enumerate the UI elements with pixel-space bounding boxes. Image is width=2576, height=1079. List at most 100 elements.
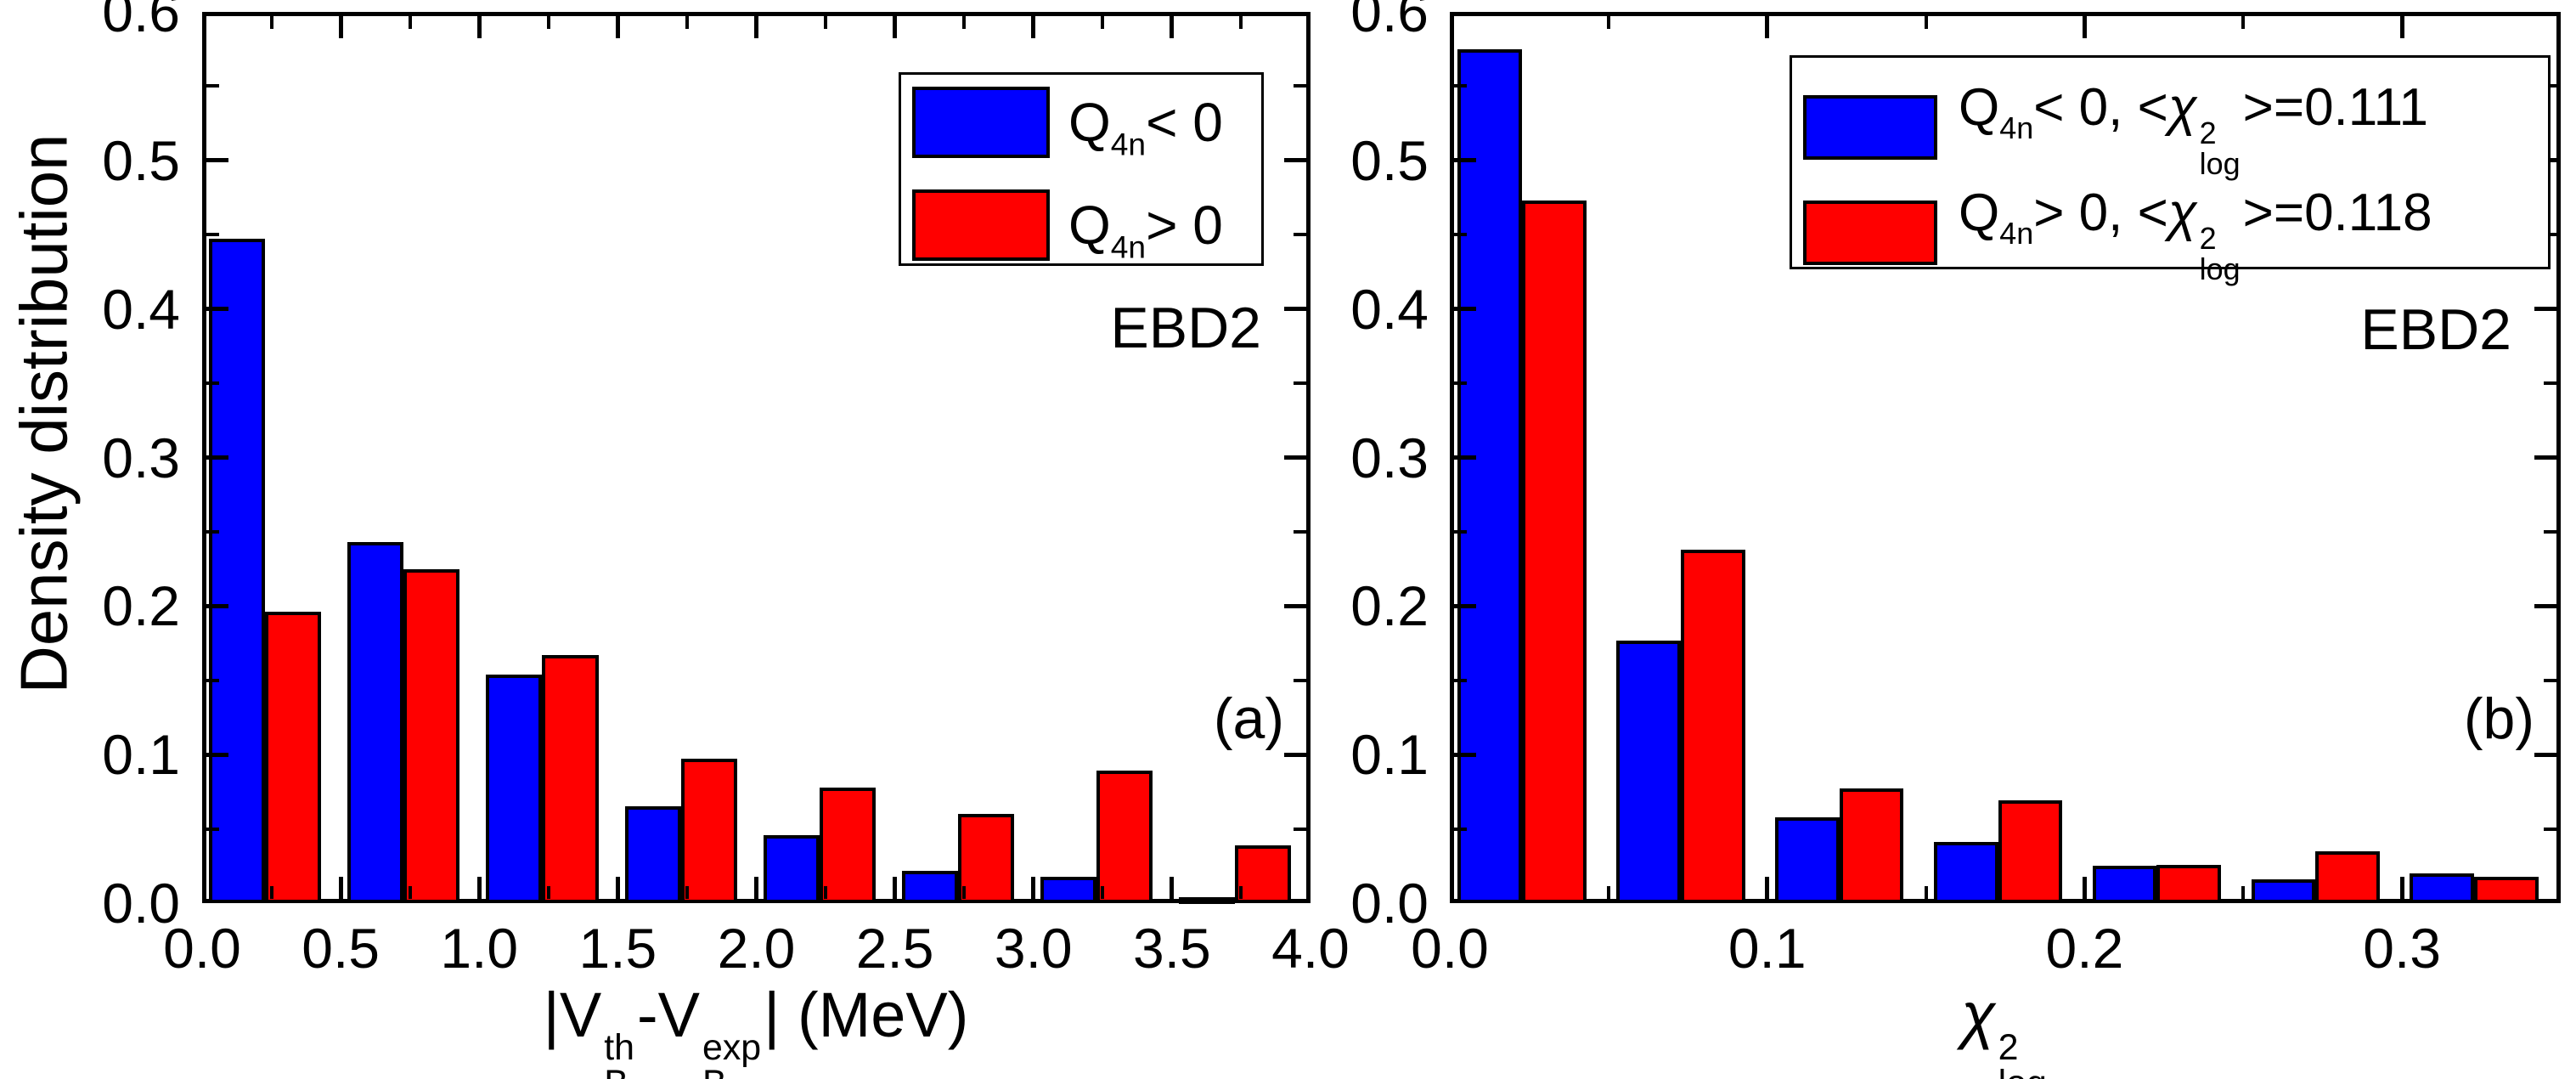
legend-label: Q4n< 0, <χ 2 log >=0.111 <box>1959 78 2429 181</box>
legend-item: Q4n> 0, <χ 2 log >=0.118 <box>1803 183 2432 284</box>
tick-mark <box>1294 827 1306 831</box>
tick-mark <box>1454 603 1476 608</box>
tick-mark <box>962 886 967 899</box>
tick-mark <box>1239 886 1243 899</box>
tick-mark <box>1924 886 1928 899</box>
annotation-ebd2-a: EBD2 <box>1110 296 1261 360</box>
bar-blue <box>2251 879 2316 903</box>
tick-mark <box>1101 16 1105 29</box>
legend-swatch-blue <box>1803 95 1937 161</box>
tick-mark <box>206 529 219 534</box>
x-tick-label: 0.3 <box>2363 917 2442 980</box>
tick-mark <box>615 877 620 899</box>
y-tick-label: 0.3 <box>102 426 180 489</box>
x-tick-label: 0.5 <box>302 917 380 980</box>
bar-red <box>265 612 322 903</box>
tick-mark <box>1454 752 1476 757</box>
legend: Q4n< 0, <χ 2 log >=0.111 Q4n> 0, <χ 2 log >=0.1… <box>1790 55 2551 284</box>
tick-mark <box>2241 886 2246 899</box>
bar-blue <box>901 870 958 903</box>
tick-mark <box>1294 381 1306 386</box>
bar-red <box>2474 876 2539 903</box>
plot-frame <box>202 12 1311 903</box>
y-tick-label: 0.0 <box>1350 872 1429 935</box>
legend-swatch-red <box>1803 201 1937 266</box>
tick-mark <box>1454 84 1467 88</box>
bar-red <box>1998 800 2063 903</box>
bar-red <box>1680 549 1745 903</box>
bar-red <box>957 814 1014 903</box>
tick-mark <box>1284 158 1306 163</box>
tick-mark <box>1284 455 1306 460</box>
tick-mark <box>1101 886 1105 899</box>
tick-mark <box>206 752 228 757</box>
bar-blue <box>1775 816 1840 903</box>
tick-mark <box>893 877 898 899</box>
tick-mark <box>1294 678 1306 682</box>
tick-mark <box>685 886 689 899</box>
tick-mark <box>893 16 898 38</box>
x-tick-label: 1.0 <box>440 917 519 980</box>
x-tick-label: 0.2 <box>2045 917 2124 980</box>
tick-mark <box>269 16 273 29</box>
y-tick-label: 0.3 <box>1350 426 1429 489</box>
bar-red <box>2315 850 2380 903</box>
bar-blue <box>624 806 681 903</box>
tick-mark <box>1454 529 1467 534</box>
tick-mark <box>408 16 412 29</box>
tick-mark <box>1606 16 1610 29</box>
tick-mark <box>2534 307 2556 312</box>
tick-mark <box>1765 16 1770 38</box>
tick-mark <box>206 678 219 682</box>
y-tick-label: 0.1 <box>1350 723 1429 787</box>
tick-mark <box>824 16 828 29</box>
tick-mark <box>615 16 620 38</box>
tick-mark <box>2082 877 2087 899</box>
bar-red <box>819 787 876 903</box>
legend-item: Q4n< 0 <box>912 87 1223 160</box>
bar-red <box>1522 201 1587 903</box>
x-tick-label: 2.5 <box>855 917 934 980</box>
tick-mark <box>754 877 758 899</box>
y-tick-label: 0.1 <box>102 723 180 787</box>
tick-mark <box>1284 752 1306 757</box>
tick-mark <box>2534 455 2556 460</box>
tick-mark <box>1454 827 1467 831</box>
tick-mark <box>206 455 228 460</box>
tick-mark <box>1170 877 1175 899</box>
y-tick-label: 0.0 <box>102 872 180 935</box>
y-tick-label: 0.2 <box>102 574 180 638</box>
tick-mark <box>338 16 343 38</box>
tick-mark <box>1924 16 1928 29</box>
tick-mark <box>1284 603 1306 608</box>
tick-mark <box>1031 877 1036 899</box>
y-tick-label: 0.4 <box>102 277 180 341</box>
y-tick-label: 0.6 <box>102 0 180 43</box>
tick-mark <box>1031 16 1036 38</box>
tick-mark <box>2544 678 2556 682</box>
bar-blue <box>1040 876 1096 903</box>
bar-red <box>680 759 737 903</box>
panel-label-a: (a) <box>1213 686 1284 751</box>
bar-blue <box>763 834 820 903</box>
tick-mark <box>1454 678 1467 682</box>
tick-mark <box>962 16 967 29</box>
bar-red <box>542 655 599 903</box>
bar-blue <box>1457 48 1522 903</box>
x-tick-label: 2.0 <box>717 917 796 980</box>
bar-blue <box>1933 842 1998 903</box>
tick-mark <box>2082 16 2087 38</box>
tick-mark <box>206 603 228 608</box>
y-tick-label: 0.4 <box>1350 277 1429 341</box>
tick-mark <box>2534 752 2556 757</box>
panel-label-b: (b) <box>2463 686 2534 751</box>
bar-red <box>403 568 460 903</box>
x-axis-title-a: |VthB-VexpB| (MeV) <box>543 980 969 1079</box>
x-tick-label: 3.5 <box>1133 917 1211 980</box>
tick-mark <box>206 381 219 386</box>
bar-blue <box>486 674 543 903</box>
bar-red <box>2156 864 2222 903</box>
tick-mark <box>476 877 482 899</box>
